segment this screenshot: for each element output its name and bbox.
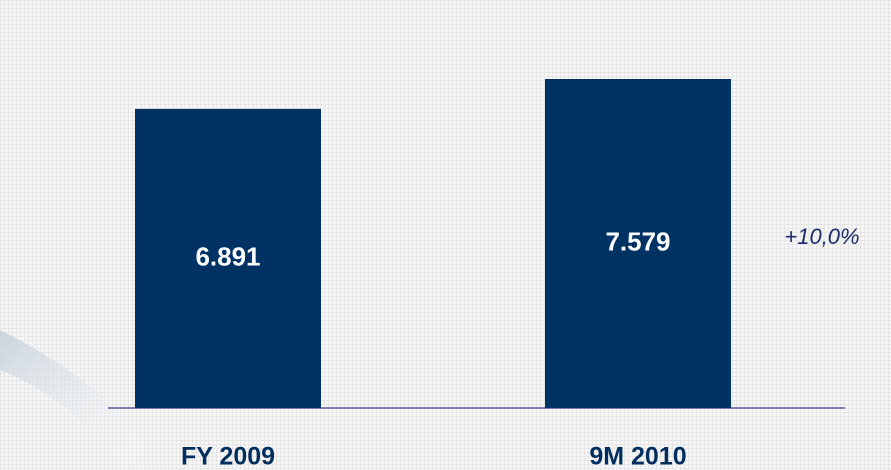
annotation: +10,0% [784,224,859,249]
x-tick-label: FY 2009 [181,443,275,470]
background [0,0,891,470]
chart: +10,0% 6.891 FY 2009 7.579 9M 2010 [0,0,891,470]
x-tick-label: 9M 2010 [589,443,686,470]
value-label: 6.891 [195,241,260,271]
value-label: 7.579 [605,226,670,256]
